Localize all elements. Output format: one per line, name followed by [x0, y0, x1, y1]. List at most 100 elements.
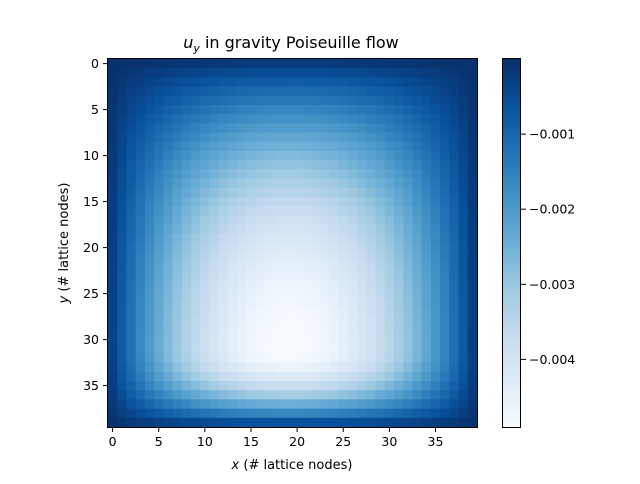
- heatmap-cell: [172, 307, 183, 318]
- heatmap-cell: [467, 307, 478, 318]
- heatmap-cell: [329, 344, 340, 354]
- heatmap-cell: [449, 316, 460, 327]
- heatmap-cell: [191, 335, 201, 345]
- heatmap-cell: [338, 178, 349, 189]
- heatmap-cell: [320, 353, 330, 364]
- heatmap-cell: [440, 151, 450, 161]
- heatmap-cell: [329, 187, 340, 198]
- heatmap-cell: [421, 114, 432, 124]
- heatmap-cell: [347, 95, 358, 106]
- heatmap-cell: [403, 279, 414, 290]
- heatmap-cell: [347, 151, 358, 161]
- heatmap-cell: [292, 160, 303, 170]
- heatmap-cell: [375, 86, 386, 97]
- heatmap-cell: [264, 390, 275, 400]
- heatmap-cell: [440, 123, 450, 134]
- heatmap-cell: [338, 141, 349, 152]
- heatmap-cell: [274, 270, 284, 281]
- heatmap-cell: [163, 298, 174, 308]
- heatmap-cell: [357, 279, 367, 290]
- heatmap-cell: [274, 381, 284, 391]
- heatmap-cell: [200, 206, 211, 216]
- heatmap-cell: [108, 68, 118, 78]
- heatmap-cell: [292, 132, 303, 143]
- heatmap-cell: [227, 95, 238, 106]
- heatmap-cell: [393, 261, 404, 272]
- heatmap-cell: [181, 252, 192, 262]
- heatmap-cell: [227, 86, 238, 97]
- heatmap-cell: [274, 243, 284, 253]
- heatmap-cell: [126, 289, 137, 299]
- heatmap-cell: [384, 307, 395, 318]
- heatmap-cell: [227, 289, 238, 299]
- heatmap-cell: [347, 141, 358, 152]
- heatmap-cell: [430, 206, 441, 216]
- heatmap-cell: [320, 178, 330, 189]
- heatmap-cell: [255, 279, 266, 290]
- heatmap-cell: [320, 169, 330, 180]
- heatmap-cell: [246, 261, 257, 272]
- heatmap-cell: [283, 169, 294, 180]
- heatmap-cell: [338, 298, 349, 308]
- heatmap-cell: [393, 289, 404, 299]
- heatmap-cell: [440, 141, 450, 152]
- heatmap-cell: [320, 86, 330, 97]
- heatmap-cell: [200, 362, 211, 373]
- heatmap-cell: [264, 187, 275, 198]
- heatmap-cell: [292, 390, 303, 400]
- heatmap-cell: [384, 417, 395, 428]
- heatmap-cell: [338, 114, 349, 124]
- heatmap-cell: [338, 325, 349, 336]
- heatmap-cell: [301, 390, 312, 400]
- heatmap-cell: [320, 151, 330, 161]
- heatmap-cell: [181, 353, 192, 364]
- heatmap-cell: [403, 123, 414, 134]
- heatmap-cell: [292, 279, 303, 290]
- heatmap-cell: [144, 206, 155, 216]
- heatmap-cell: [449, 86, 460, 97]
- heatmap-cell: [200, 408, 211, 419]
- heatmap-cell: [329, 151, 340, 161]
- y-tick-label: 10: [83, 148, 99, 163]
- heatmap-cell: [357, 215, 367, 226]
- heatmap-cell: [108, 270, 118, 281]
- heatmap-cell: [421, 270, 432, 281]
- heatmap-cell: [320, 307, 330, 318]
- heatmap-cell: [200, 68, 211, 78]
- heatmap-cell: [421, 95, 432, 106]
- heatmap-cell: [292, 325, 303, 336]
- heatmap-cell: [412, 335, 423, 345]
- heatmap-cell: [227, 224, 238, 235]
- heatmap-cell: [144, 316, 155, 327]
- heatmap-cell: [375, 95, 386, 106]
- heatmap-cell: [393, 114, 404, 124]
- heatmap-cell: [246, 187, 257, 198]
- heatmap-cell: [144, 279, 155, 290]
- heatmap-cell: [246, 289, 257, 299]
- heatmap-cell: [135, 344, 146, 354]
- heatmap-cell: [366, 224, 377, 235]
- heatmap-cell: [449, 408, 460, 419]
- heatmap-cell: [135, 353, 146, 364]
- heatmap-cell: [264, 261, 275, 272]
- heatmap-cell: [320, 141, 330, 152]
- heatmap-cell: [255, 114, 266, 124]
- heatmap-cell: [172, 105, 183, 115]
- heatmap-cell: [246, 105, 257, 115]
- heatmap-cell: [421, 224, 432, 235]
- heatmap-cell: [154, 187, 164, 198]
- heatmap-cell: [338, 353, 349, 364]
- heatmap-cell: [108, 417, 118, 428]
- heatmap-cell: [440, 187, 450, 198]
- heatmap-cell: [108, 197, 118, 207]
- heatmap-cell: [200, 95, 211, 106]
- heatmap-cell: [264, 417, 275, 428]
- x-tick-label: 20: [289, 434, 305, 449]
- heatmap-cell: [144, 270, 155, 281]
- heatmap-cell: [403, 381, 414, 391]
- heatmap-cell: [255, 270, 266, 281]
- heatmap-cell: [403, 68, 414, 78]
- heatmap-cell: [329, 169, 340, 180]
- heatmap-cell: [347, 362, 358, 373]
